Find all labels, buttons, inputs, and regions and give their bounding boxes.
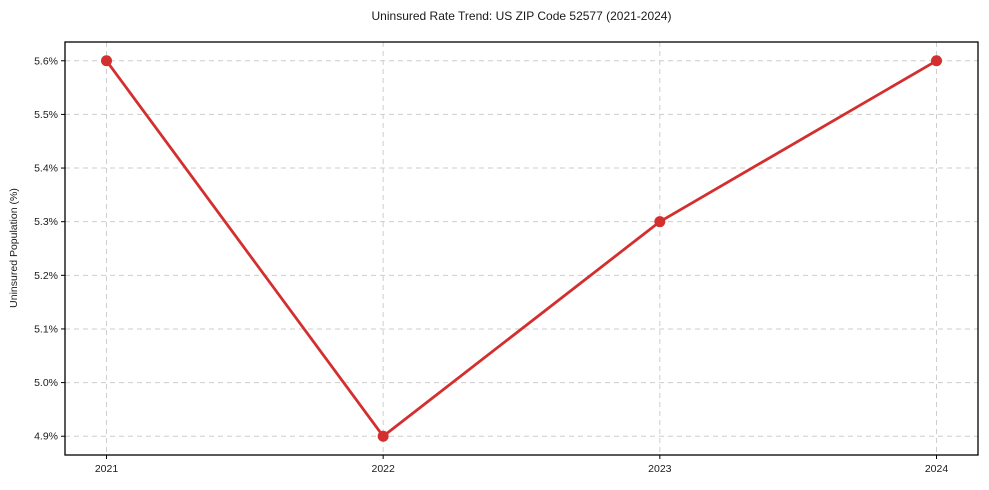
y-tick-label: 5.6% [34, 55, 58, 67]
data-point-marker [101, 55, 112, 67]
axis-tick-labels-group: 4.9% 5.0% 5.1% 5.2% 5.3% 5.4% 5.5% 5.6% 2021 2022… [34, 55, 948, 475]
chart-title: Uninsured Rate Trend: US ZIP Code 52577 … [371, 9, 672, 23]
x-tick-label: 2023 [648, 463, 672, 475]
data-point-marker [931, 55, 942, 67]
x-tick-label: 2024 [925, 463, 949, 475]
axis-ticks-group [61, 60, 937, 459]
x-tick-label: 2021 [95, 463, 119, 475]
data-point-marker [377, 430, 389, 442]
x-tick-label: 2022 [371, 463, 395, 475]
plot-border [64, 41, 979, 456]
y-tick-label: 5.0% [34, 377, 58, 389]
y-tick-label: 4.9% [34, 431, 58, 443]
y-tick-label: 5.2% [34, 270, 58, 282]
data-line-group [105, 59, 938, 438]
y-tick-label: 5.4% [34, 163, 58, 175]
y-tick-label: 5.5% [34, 109, 58, 121]
y-tick-label: 5.3% [34, 216, 58, 228]
gridlines-group [65, 42, 978, 455]
data-point-marker [654, 216, 666, 228]
y-tick-label: 5.1% [34, 323, 58, 335]
trend-line [105, 59, 938, 438]
data-markers-group [101, 55, 942, 442]
